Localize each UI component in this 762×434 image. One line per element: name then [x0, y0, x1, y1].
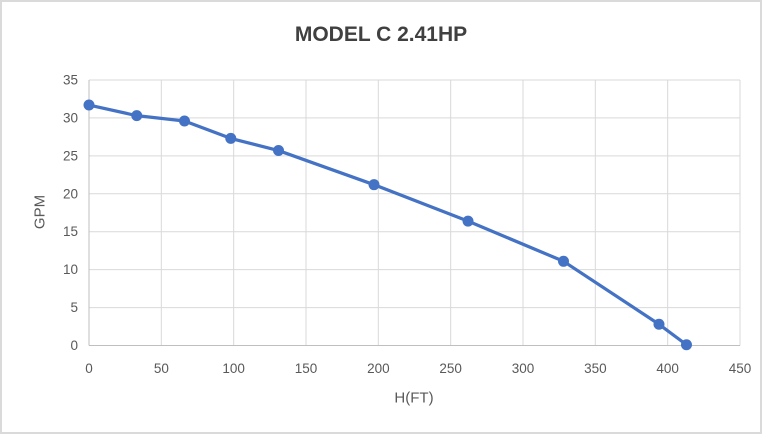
data-point-marker [178, 115, 190, 127]
x-tick-label: 400 [656, 361, 679, 376]
x-tick-label: 150 [295, 361, 318, 376]
x-axis-title: H(FT) [394, 389, 434, 407]
y-tick-label: 0 [70, 338, 78, 353]
y-tick-label: 35 [63, 73, 78, 88]
x-tick-label: 200 [367, 361, 390, 376]
data-point-marker [83, 99, 95, 111]
data-point-marker [273, 145, 285, 157]
data-point-marker [225, 132, 237, 144]
x-tick-label: 100 [222, 361, 245, 376]
data-point-marker [368, 179, 380, 191]
x-tick-label: 450 [729, 361, 752, 376]
x-tick-label: 0 [85, 361, 93, 376]
series-line [87, 103, 689, 347]
x-tick-label: 350 [584, 361, 607, 376]
data-point-marker [558, 255, 570, 267]
data-point-marker [462, 215, 474, 227]
y-tick-label: 20 [63, 186, 78, 201]
data-point-marker [680, 339, 692, 351]
y-tick-label: 30 [63, 110, 78, 125]
chart-title: MODEL C 2.41HP [294, 23, 468, 46]
y-tick-label: 5 [70, 300, 78, 315]
y-tick-label: 25 [63, 148, 78, 163]
x-tick-label: 50 [154, 361, 169, 376]
data-point-marker [653, 318, 665, 330]
y-tick-label: 10 [63, 262, 78, 277]
x-tick-label: 300 [512, 361, 535, 376]
y-axis-title: GPM [31, 194, 49, 230]
x-tick-label: 250 [439, 361, 462, 376]
y-tick-label: 15 [63, 224, 78, 239]
data-point-marker [131, 110, 143, 122]
